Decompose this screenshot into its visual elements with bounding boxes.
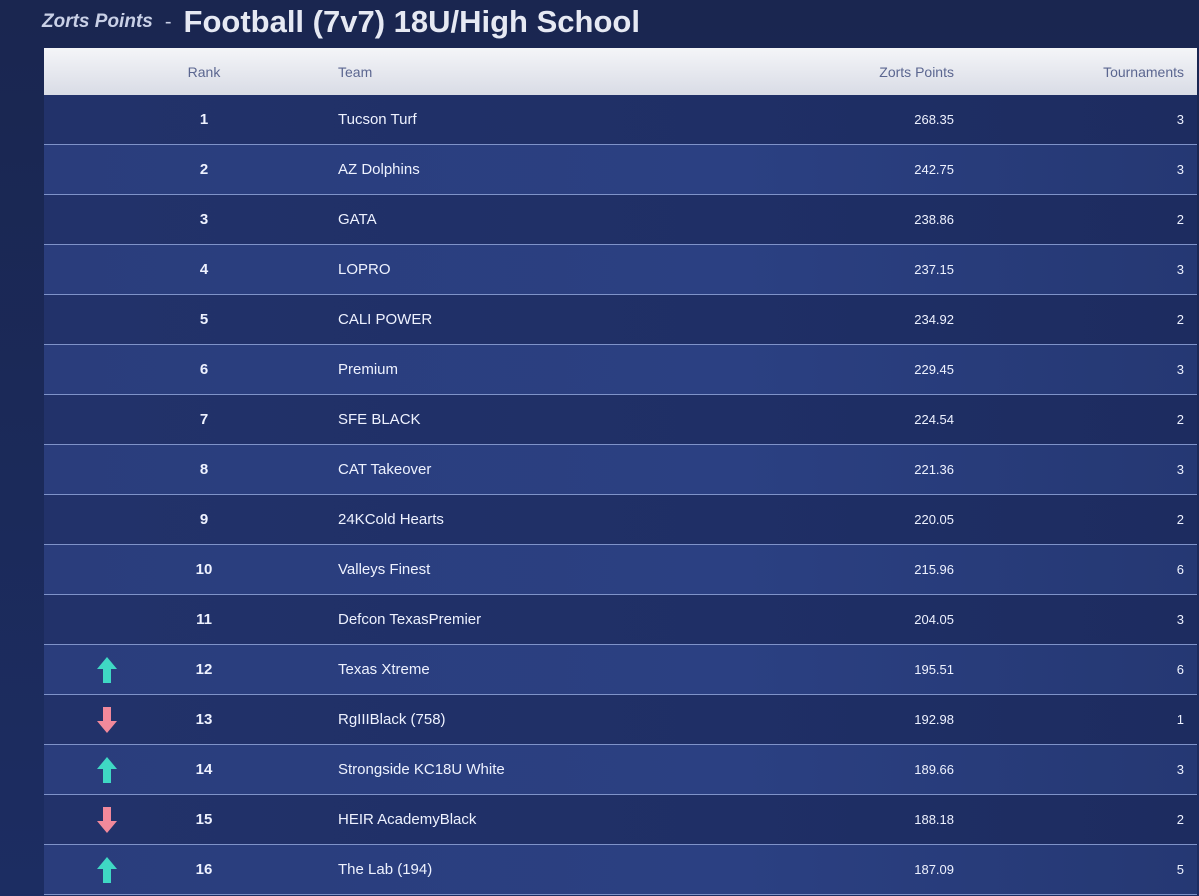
tournaments: 2 — [1176, 512, 1184, 527]
rank: 9 — [199, 511, 209, 528]
points: 242.75 — [914, 162, 954, 177]
team-name: Valleys Finest — [338, 561, 431, 578]
tournaments: 3 — [1176, 162, 1184, 177]
tournaments: 6 — [1176, 562, 1184, 577]
team-name: RgIIIBlack (758) — [338, 711, 446, 728]
rankings-table: Rank Team Zorts Points Tournaments 1 Tucs… — [44, 48, 1197, 896]
team-name: 24KCold Hearts — [338, 511, 444, 528]
table-row: 1 Tucson Turf 268.35 3 — [44, 95, 1197, 145]
points: 187.09 — [914, 862, 954, 877]
points: 192.98 — [914, 712, 954, 727]
points: 195.51 — [914, 662, 954, 677]
table-row: 13 RgIIIBlack (758) 192.98 1 — [44, 695, 1197, 745]
table-row: 2 AZ Dolphins 242.75 3 — [44, 145, 1197, 195]
brand: Zorts Points — [42, 11, 153, 32]
header-row: Rank Team Zorts Points Tournaments — [44, 48, 1197, 95]
page-title: Football (7v7) 18U/High School — [183, 4, 640, 39]
points: 229.45 — [914, 362, 954, 377]
team-name: Premium — [338, 361, 399, 378]
points: 237.15 — [914, 262, 954, 277]
points: 204.05 — [914, 612, 954, 627]
table-row: 3 GATA 238.86 2 — [44, 195, 1197, 245]
table-row: 4 LOPRO 237.15 3 — [44, 245, 1197, 295]
team-name: GATA — [338, 211, 377, 228]
tournaments: 3 — [1176, 112, 1184, 127]
separator: - — [164, 10, 172, 33]
tournaments: 3 — [1176, 362, 1184, 377]
table-row: 11 Defcon TexasPremier 204.05 3 — [44, 595, 1197, 645]
team-name: SFE BLACK — [338, 411, 421, 428]
rank: 1 — [199, 111, 209, 128]
rank: 3 — [199, 211, 209, 228]
team-name: CALI POWER — [338, 311, 433, 328]
rank: 14 — [195, 761, 213, 778]
points: 221.36 — [914, 462, 954, 477]
rank: 5 — [199, 311, 209, 328]
rank: 7 — [199, 411, 209, 428]
team-name: Tucson Turf — [338, 111, 417, 128]
tournaments: 3 — [1176, 612, 1184, 627]
tournaments: 3 — [1176, 462, 1184, 477]
tournaments: 3 — [1176, 262, 1184, 277]
team-name: CAT Takeover — [338, 461, 432, 478]
rank: 6 — [199, 361, 209, 378]
column-header[interactable]: Tournaments — [1103, 63, 1184, 80]
rank: 11 — [196, 611, 212, 628]
tournaments: 1 — [1176, 712, 1184, 727]
points: 238.86 — [914, 212, 954, 227]
table-row: 9 24KCold Hearts 220.05 2 — [44, 495, 1197, 545]
tournaments: 6 — [1176, 662, 1184, 677]
points: 268.35 — [914, 112, 954, 127]
points: 234.92 — [914, 312, 954, 327]
team-name: AZ Dolphins — [338, 161, 420, 178]
tournaments: 2 — [1176, 312, 1184, 327]
tournaments: 5 — [1176, 862, 1184, 877]
team-name: Defcon TexasPremier — [338, 611, 482, 628]
trend-up-icon — [97, 656, 117, 683]
trend-up-icon — [97, 756, 117, 783]
rank: 2 — [199, 161, 209, 178]
table-row: 14 Strongside KC18U White 189.66 3 — [44, 745, 1197, 795]
table-row: 6 Premium 229.45 3 — [44, 345, 1197, 395]
points: 189.66 — [914, 762, 954, 777]
points: 220.05 — [914, 512, 954, 527]
table-row: 7 SFE BLACK 224.54 2 — [44, 395, 1197, 445]
column-header[interactable]: Team — [338, 63, 373, 80]
rank: 4 — [199, 261, 209, 278]
team-name: Texas Xtreme — [338, 661, 430, 678]
table-row: 5 CALI POWER 234.92 2 — [44, 295, 1197, 345]
rank: 16 — [195, 861, 213, 878]
rank: 12 — [195, 661, 213, 678]
trend-up-icon — [97, 856, 117, 883]
points: 224.54 — [914, 412, 954, 427]
table-row: 12 Texas Xtreme 195.51 6 — [44, 645, 1197, 695]
table-row: 15 HEIR AcademyBlack 188.18 2 — [44, 795, 1197, 845]
rank: 10 — [195, 561, 213, 578]
table-row: 16 The Lab (194) 187.09 5 — [44, 845, 1197, 895]
tournaments: 2 — [1176, 412, 1184, 427]
team-name: LOPRO — [338, 261, 391, 278]
trend-down-icon — [97, 806, 117, 833]
column-header[interactable]: Rank — [187, 63, 221, 80]
tournaments: 3 — [1176, 762, 1184, 777]
rank: 15 — [195, 811, 213, 828]
tournaments: 2 — [1176, 212, 1184, 227]
rank: 13 — [195, 711, 213, 728]
team-name: The Lab (194) — [338, 861, 433, 878]
table-row: 10 Valleys Finest 215.96 6 — [44, 545, 1197, 595]
column-header[interactable]: Zorts Points — [879, 63, 954, 80]
tournaments: 2 — [1176, 812, 1184, 827]
team-name: Strongside KC18U White — [338, 761, 505, 778]
header: Zorts Points - Football (7v7) 18U/High S… — [42, 0, 640, 44]
rank: 8 — [199, 461, 209, 478]
points: 188.18 — [914, 812, 954, 827]
team-name: HEIR AcademyBlack — [338, 811, 477, 828]
table-row: 8 CAT Takeover 221.36 3 — [44, 445, 1197, 495]
points: 215.96 — [914, 562, 954, 577]
trend-down-icon — [97, 706, 117, 733]
